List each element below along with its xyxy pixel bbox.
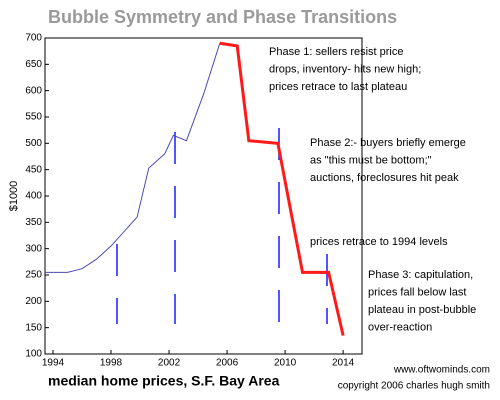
annotation: prices fall below last	[368, 286, 466, 298]
x-tick-label: 2014	[332, 358, 355, 369]
annotation: auctions, foreclosures hit peak	[310, 172, 459, 184]
y-tick-label: 500	[25, 138, 42, 149]
y-tick-label: 650	[25, 59, 42, 70]
y-tick-label: 450	[25, 164, 42, 175]
annotation: as "this must be bottom;"	[310, 154, 432, 166]
y-tick-label: 350	[25, 217, 42, 228]
y-tick-label: 200	[25, 296, 42, 307]
chart-title: Bubble Symmetry and Phase Transitions	[48, 7, 397, 27]
annotation: Phase 3: capitulation,	[368, 269, 473, 281]
y-tick-label: 400	[25, 191, 42, 202]
x-tick-label: 1994	[42, 358, 65, 369]
annotation: drops, inventory- hits new high;	[269, 63, 421, 75]
credit: copyright 2006 charles hugh smith	[338, 381, 490, 392]
annotation: Phase 1: sellers resist price	[269, 46, 404, 58]
y-axis-label: $1000	[8, 181, 20, 212]
annotation: prices retrace to last plateau	[269, 81, 407, 93]
y-tick-label: 250	[25, 270, 42, 281]
y-tick-label: 550	[25, 112, 42, 123]
y-tick-label: 700	[25, 33, 42, 44]
y-tick-label: 300	[25, 243, 42, 254]
annotation: plateau in post-bubble	[368, 304, 476, 316]
y-tick-label: 600	[25, 85, 42, 96]
x-tick-label: 2010	[274, 358, 297, 369]
annotation: Phase 2:- buyers briefly emerge	[310, 137, 466, 149]
y-tick-label: 150	[25, 322, 42, 333]
credit: www.oftwominds.com	[393, 365, 490, 376]
annotation: prices retrace to 1994 levels	[310, 236, 448, 248]
x-tick-label: 2002	[158, 358, 181, 369]
y-tick-label: 100	[25, 349, 42, 360]
x-tick-label: 2006	[216, 358, 239, 369]
x-axis-label: median home prices, S.F. Bay Area	[48, 373, 280, 389]
price-line	[219, 41, 345, 336]
annotation: over-reaction	[368, 321, 432, 333]
x-tick-label: 1998	[100, 358, 123, 369]
price-line	[45, 43, 221, 273]
